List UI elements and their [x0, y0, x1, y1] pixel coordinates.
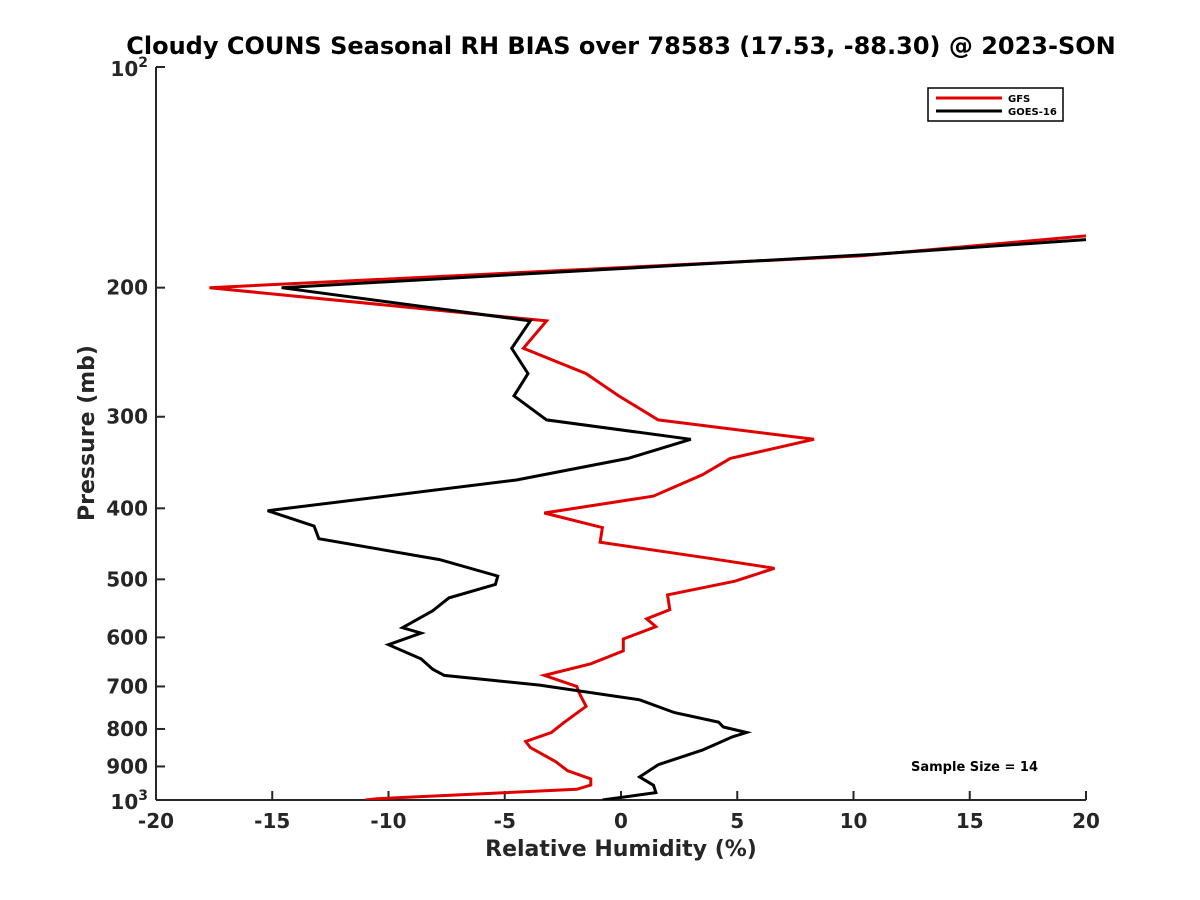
x-tick-label: -15 — [254, 809, 290, 833]
legend-box — [927, 87, 1064, 122]
x-tick-label: 5 — [730, 809, 744, 833]
x-tick-label: 0 — [614, 809, 628, 833]
y-ticks: 200 300 400 500 600 700 800 900 102 103 — [106, 55, 165, 814]
legend: GFS GOES-16 — [927, 87, 1064, 122]
chart-title: Cloudy COUNS Seasonal RH BIAS over 78583… — [126, 32, 1115, 60]
y-tick-label: 300 — [106, 405, 148, 429]
series-line-goes-16 — [267, 238, 1086, 800]
series-layer — [209, 234, 1086, 800]
y-tick-label-power: 102 — [110, 55, 148, 81]
x-axis-label: Relative Humidity (%) — [485, 837, 757, 862]
y-tick-label: 500 — [106, 567, 148, 591]
y-axis-label: Pressure (mb) — [75, 345, 100, 521]
y-tick-label: 800 — [106, 717, 148, 741]
axes — [155, 67, 1086, 801]
legend-label-gfs: GFS — [1008, 94, 1030, 105]
y-tick-label: 200 — [106, 276, 148, 300]
y-tick-label: 400 — [106, 496, 148, 520]
x-tick-label: 15 — [956, 809, 984, 833]
x-tick-label: -10 — [370, 809, 406, 833]
x-tick-label: 10 — [840, 809, 868, 833]
legend-label-goes16: GOES-16 — [1008, 107, 1057, 118]
series-line-gfs — [209, 234, 1086, 800]
x-tick-label: 20 — [1072, 809, 1100, 833]
x-tick-label: -20 — [138, 809, 174, 833]
y-tick-label: 700 — [106, 674, 148, 698]
x-tick-label: -5 — [494, 809, 516, 833]
y-tick-label: 900 — [106, 754, 148, 778]
x-ticks: -20 -15 -10 -5 0 5 10 15 20 — [138, 791, 1100, 833]
y-tick-label: 600 — [106, 625, 148, 649]
y-tick-label-power: 103 — [110, 788, 148, 814]
sample-size-annotation: Sample Size = 14 — [911, 760, 1038, 775]
